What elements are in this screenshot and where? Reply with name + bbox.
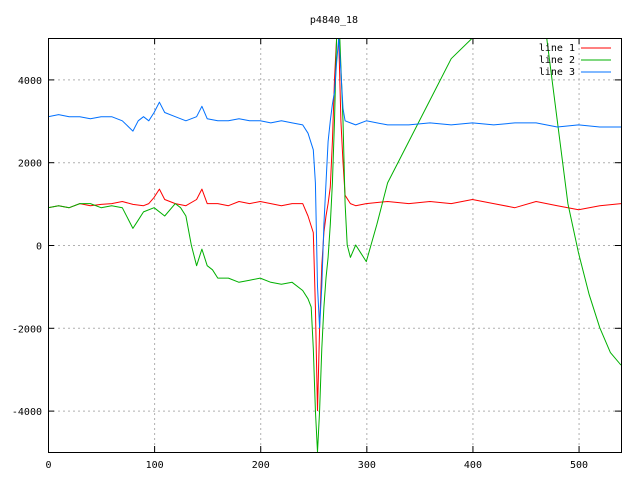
x-tick-label: 0 <box>45 460 51 471</box>
chart-title: p4840_18 <box>310 15 358 26</box>
x-tick-label: 200 <box>252 460 270 471</box>
series-line-2 <box>48 38 621 452</box>
series-lines <box>48 38 621 452</box>
x-tick-label: 400 <box>464 460 482 471</box>
legend-label-3: line 3 <box>539 67 575 78</box>
y-tick-label: -2000 <box>12 324 42 335</box>
y-tick-label: 2000 <box>18 159 42 170</box>
legend-label-1: line 1 <box>539 43 575 54</box>
axis-ticks: 0 100 200 300 400 500 -4000 -2000 0 2000 4000 <box>12 38 621 471</box>
y-tick-label: -4000 <box>12 407 42 418</box>
legend-label-2: line 2 <box>539 55 575 66</box>
series-line-3 <box>48 38 621 329</box>
x-tick-label: 300 <box>358 460 376 471</box>
y-tick-label: 0 <box>36 242 42 253</box>
x-tick-label: 500 <box>570 460 588 471</box>
x-tick-label: 100 <box>146 460 164 471</box>
y-tick-label: 4000 <box>18 76 42 87</box>
series-line-1 <box>48 38 621 412</box>
grid-lines <box>48 38 621 452</box>
